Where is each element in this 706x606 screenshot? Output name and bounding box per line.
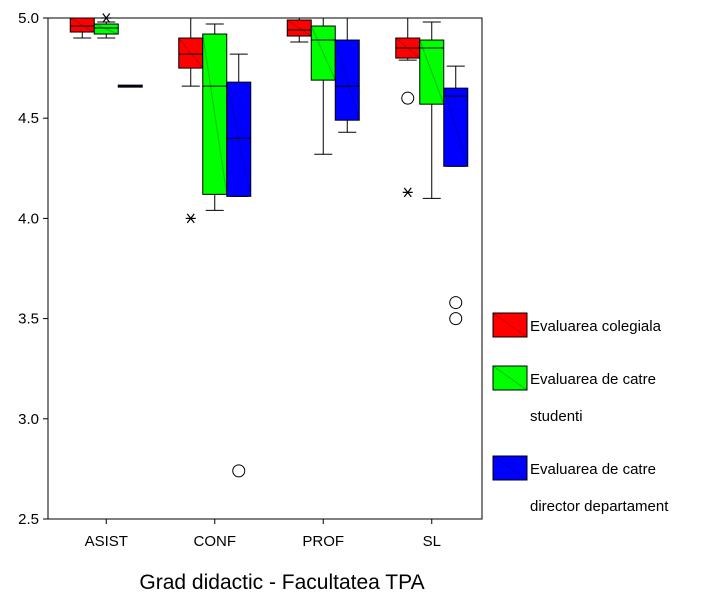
box-prof-series-1 xyxy=(286,17,312,43)
legend-swatch-diagonal xyxy=(492,312,528,338)
box-asist-series-1 xyxy=(69,17,95,39)
box-diagonal xyxy=(419,39,445,105)
box-sl-series-1 xyxy=(395,17,421,198)
legend-swatch-diagonal xyxy=(492,365,528,391)
y-tick-label: 4.0 xyxy=(18,210,39,227)
box-rect xyxy=(93,23,119,35)
extreme-marker xyxy=(101,13,112,23)
extreme-marker xyxy=(402,187,413,198)
x-tick-label: SL xyxy=(423,533,441,550)
x-tick-label: CONF xyxy=(194,533,237,550)
box-diagonal xyxy=(94,23,119,35)
box-conf-series-1 xyxy=(178,17,204,224)
box-rect xyxy=(202,33,228,195)
box-diagonal xyxy=(178,37,204,69)
box-sl-series-2 xyxy=(419,21,445,199)
box-diagonal xyxy=(69,17,95,33)
x-tick-label: ASIST xyxy=(85,533,128,550)
extreme-marker xyxy=(185,213,196,224)
plot-area: 2.5 3.0 3.5 4.0 4.5 5.0 ASIST CONF PROF SL Grad di… xyxy=(18,10,483,594)
box-sl-series-3 xyxy=(443,65,469,326)
y-tick-label: 3.5 xyxy=(18,311,39,328)
plot-frame xyxy=(47,17,483,520)
box-diagonal xyxy=(443,87,469,167)
y-tick-label: 5.0 xyxy=(18,10,39,27)
box-diagonal xyxy=(202,33,228,195)
legend: Evaluarea colegiala Evaluarea de catre stu… xyxy=(492,312,669,515)
box-rect xyxy=(226,81,252,197)
legend-swatch xyxy=(492,365,528,391)
legend-item-1: Evaluarea colegiala xyxy=(492,312,662,338)
box-conf-series-2 xyxy=(202,23,228,211)
box-diagonal xyxy=(334,39,360,121)
y-tick-label: 2.5 xyxy=(18,511,39,528)
box-rect xyxy=(334,39,360,121)
box-diagonal xyxy=(226,82,252,197)
box-diagonal xyxy=(286,19,312,37)
outlier-marker xyxy=(232,464,246,478)
box-rect xyxy=(310,25,336,81)
legend-item-2: Evaluarea de catre studenti xyxy=(492,365,656,425)
box-prof-series-2 xyxy=(310,17,336,155)
box-rect xyxy=(419,39,445,105)
outlier-marker xyxy=(449,296,463,310)
box-conf-series-3 xyxy=(226,53,252,478)
box-prof-series-3 xyxy=(334,17,360,133)
legend-item-3: Evaluarea de catre director departament xyxy=(492,455,669,515)
legend-swatch-diagonal xyxy=(492,455,528,481)
x-axis-label: Grad didactic - Facultatea TPA xyxy=(139,571,424,594)
box-rect xyxy=(443,87,469,167)
box-asist-series-2 xyxy=(93,13,119,39)
outlier-marker xyxy=(449,312,463,326)
y-tick-label: 4.5 xyxy=(18,110,39,127)
box-diagonal xyxy=(310,25,336,81)
y-tick-label: 3.0 xyxy=(18,411,39,428)
x-tick-label: PROF xyxy=(302,533,344,550)
legend-label-line: Evaluarea colegiala xyxy=(530,318,662,335)
legend-label-line: studenti xyxy=(530,408,583,425)
legend-swatch xyxy=(492,312,528,338)
legend-swatch xyxy=(492,455,528,481)
legend-label-line: Evaluarea de catre xyxy=(530,371,656,388)
outlier-marker xyxy=(401,91,415,105)
legend-label-line: director departament xyxy=(530,498,669,515)
legend-label-line: Evaluarea de catre xyxy=(530,461,656,478)
box-asist-series-3 xyxy=(117,84,143,88)
